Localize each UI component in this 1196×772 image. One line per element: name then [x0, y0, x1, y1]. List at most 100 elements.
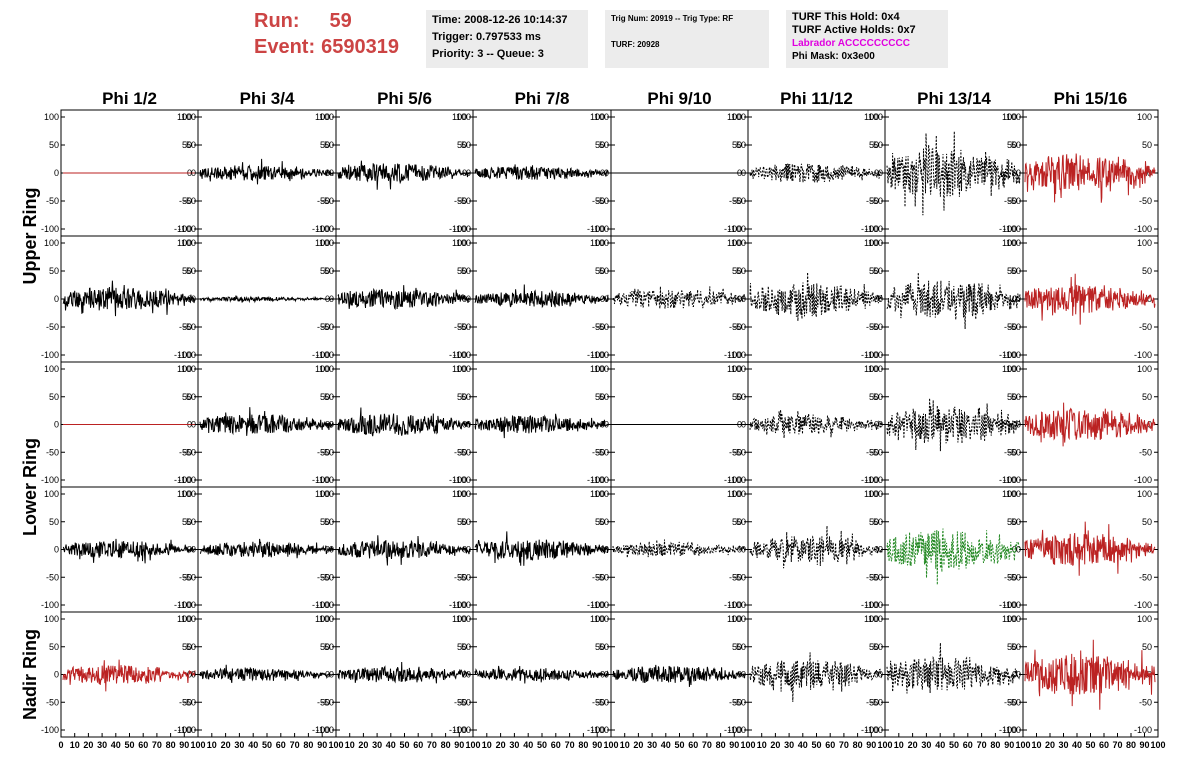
column-title: Phi 1/2 — [102, 89, 157, 108]
y-tick-label: 100 — [452, 489, 467, 499]
x-tick-label: 100 — [190, 740, 205, 750]
run-value: 59 — [329, 10, 352, 32]
y-tick-label: 100 — [594, 614, 609, 624]
waveform-trace — [474, 665, 609, 684]
y-tick-label: 50 — [457, 517, 467, 527]
y-tick-label: -100 — [861, 725, 879, 735]
y-tick-label: -50 — [592, 322, 605, 332]
y-tick-label: 100 — [594, 364, 609, 374]
y-tick-label: 100 — [452, 238, 467, 248]
y-tick-label: 50 — [1142, 266, 1152, 276]
y-tick-label: 100 — [1137, 112, 1152, 122]
y-tick-label: 0 — [1016, 294, 1021, 304]
column-title: Phi 5/6 — [377, 89, 432, 108]
x-tick-label: 30 — [97, 740, 107, 750]
y-tick-label: 100 — [1006, 489, 1021, 499]
y-tick-label: -100 — [865, 725, 883, 735]
x-tick-label: 70 — [427, 740, 437, 750]
y-tick-label: -50 — [1008, 322, 1021, 332]
y-tick-label: 0 — [191, 294, 196, 304]
y-tick-label: -50 — [317, 447, 330, 457]
y-tick-label: 0 — [874, 168, 879, 178]
y-tick-label: 100 — [177, 489, 192, 499]
y-tick-label: -100 — [1134, 475, 1152, 485]
y-tick-label: -100 — [41, 725, 59, 735]
y-tick-label: 0 — [874, 294, 879, 304]
y-tick-label: 50 — [1011, 392, 1021, 402]
y-tick-label: 0 — [604, 545, 609, 555]
y-tick-label: 100 — [1002, 614, 1017, 624]
waveform-trace — [199, 295, 334, 304]
x-tick-label: 80 — [303, 740, 313, 750]
y-tick-label: 50 — [320, 517, 330, 527]
y-tick-label: -100 — [999, 475, 1017, 485]
y-tick-label: 100 — [452, 112, 467, 122]
y-tick-label: -50 — [596, 196, 609, 206]
x-tick-label: 90 — [1004, 740, 1014, 750]
y-tick-label: 100 — [1137, 238, 1152, 248]
y-tick-label: -100 — [861, 600, 879, 610]
x-tick-label: 50 — [399, 740, 409, 750]
event-value: 6590319 — [321, 36, 399, 58]
y-tick-label: 100 — [1002, 489, 1017, 499]
y-tick-label: 100 — [864, 238, 879, 248]
turf-this-hold-text: TURF This Hold: 0x4 — [792, 11, 900, 23]
y-tick-label: 50 — [1007, 642, 1017, 652]
y-tick-label: -100 — [865, 224, 883, 234]
y-tick-label: -50 — [321, 322, 334, 332]
x-tick-label: 80 — [990, 740, 1000, 750]
x-tick-label: 10 — [1031, 740, 1041, 750]
y-tick-label: 0 — [329, 670, 334, 680]
y-tick-label: -100 — [316, 600, 334, 610]
x-tick-label: 60 — [138, 740, 148, 750]
run-event-block: Run: 59 Event: 6590319 — [254, 8, 399, 60]
x-tick-label: 30 — [234, 740, 244, 750]
x-tick-label: 60 — [276, 740, 286, 750]
y-tick-label: 100 — [456, 238, 471, 248]
y-tick-label: 50 — [1142, 140, 1152, 150]
y-tick-label: 50 — [186, 517, 196, 527]
y-tick-label: 0 — [741, 545, 746, 555]
y-tick-label: -50 — [733, 322, 746, 332]
waveform-trace — [474, 531, 609, 566]
y-tick-label: -50 — [1139, 697, 1152, 707]
y-tick-label: 0 — [1016, 670, 1021, 680]
waveform-trace — [749, 272, 883, 322]
turf-text: TURF: 20928 — [611, 40, 660, 49]
y-tick-label: 0 — [191, 420, 196, 430]
y-tick-label: 50 — [869, 266, 879, 276]
x-tick-label: 50 — [949, 740, 959, 750]
y-tick-label: -100 — [861, 224, 879, 234]
y-tick-label: 100 — [594, 489, 609, 499]
x-tick-label: 50 — [262, 740, 272, 750]
y-tick-label: -100 — [41, 224, 59, 234]
y-tick-label: 100 — [590, 489, 605, 499]
y-tick-label: -100 — [312, 224, 330, 234]
y-tick-label: 50 — [457, 140, 467, 150]
y-tick-label: 50 — [599, 517, 609, 527]
y-tick-label: 50 — [1007, 266, 1017, 276]
y-tick-label: 100 — [1137, 489, 1152, 499]
x-tick-label: 20 — [83, 740, 93, 750]
y-tick-label: -100 — [453, 475, 471, 485]
y-tick-label: 50 — [186, 642, 196, 652]
y-tick-label: 0 — [1016, 168, 1021, 178]
x-tick-label: 50 — [537, 740, 547, 750]
y-tick-label: -50 — [870, 322, 883, 332]
y-tick-label: 50 — [320, 392, 330, 402]
x-tick-label: 70 — [977, 740, 987, 750]
y-tick-label: 50 — [182, 392, 192, 402]
y-tick-label: 0 — [878, 670, 883, 680]
y-tick-label: 50 — [1007, 140, 1017, 150]
x-tick-label: 30 — [784, 740, 794, 750]
ring-label: Lower Ring — [20, 438, 40, 536]
y-tick-label: 50 — [873, 140, 883, 150]
y-tick-label: -100 — [174, 600, 192, 610]
y-tick-label: 100 — [44, 238, 59, 248]
waveform-trace — [62, 538, 196, 564]
y-tick-label: 100 — [319, 614, 334, 624]
y-tick-label: 100 — [181, 489, 196, 499]
y-tick-label: 50 — [182, 517, 192, 527]
y-tick-label: -50 — [1004, 196, 1017, 206]
y-tick-label: -100 — [591, 600, 609, 610]
